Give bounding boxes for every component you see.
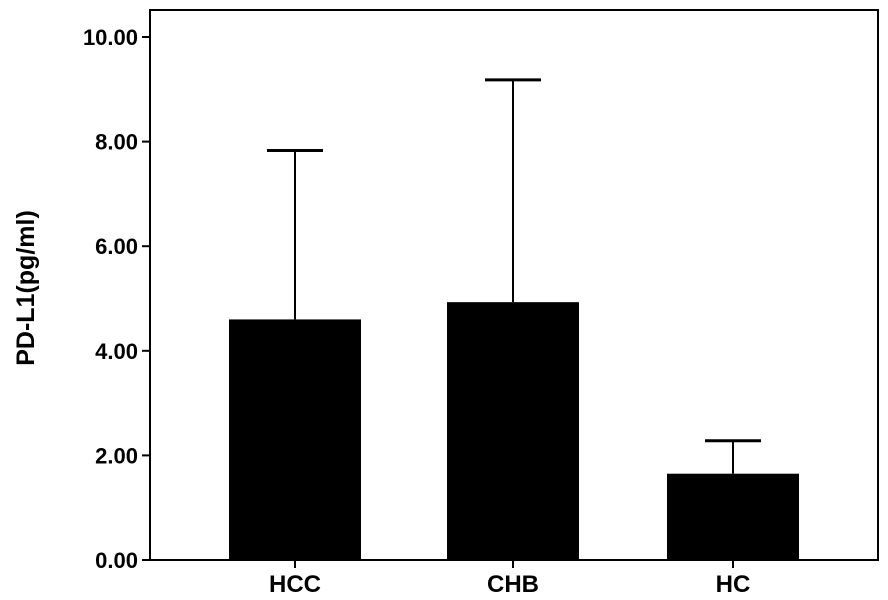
y-tick-label-3: 6.00 bbox=[95, 234, 138, 259]
y-tick-label-0: 0.00 bbox=[95, 548, 138, 573]
y-axis: 0.00 2.00 4.00 6.00 8.00 10.00 bbox=[83, 25, 150, 573]
x-tick-label-chb: CHB bbox=[487, 571, 539, 598]
bar-hcc bbox=[229, 319, 361, 560]
bar-chb bbox=[447, 302, 579, 560]
y-tick-label-5: 10.00 bbox=[83, 25, 138, 50]
x-tick-label-hc: HC bbox=[716, 571, 751, 598]
y-tick-label-4: 8.00 bbox=[95, 130, 138, 155]
y-axis-label: PD-L1(pg/ml) bbox=[12, 210, 40, 366]
bar-hc bbox=[667, 473, 799, 560]
x-tick-label-hcc: HCC bbox=[269, 571, 321, 598]
x-axis: HCC CHB HC bbox=[269, 560, 750, 598]
y-tick-label-2: 4.00 bbox=[95, 339, 138, 364]
error-bar-group bbox=[267, 78, 761, 474]
y-tick-label-1: 2.00 bbox=[95, 443, 138, 468]
bar-group bbox=[229, 302, 799, 560]
